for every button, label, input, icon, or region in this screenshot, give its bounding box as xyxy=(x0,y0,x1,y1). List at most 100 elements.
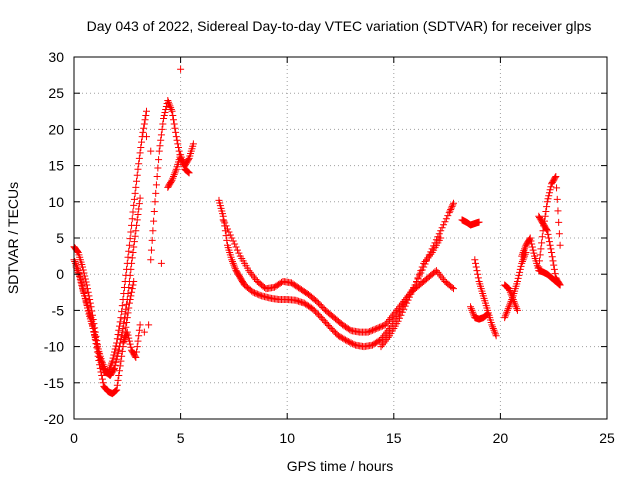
data-point-sat-d xyxy=(169,116,177,124)
y-tick-label: -20 xyxy=(44,411,64,427)
data-point-sat-d xyxy=(189,140,197,148)
data-point-sat-c xyxy=(128,259,136,267)
data-point-sat-d xyxy=(172,128,180,136)
data-point-sat-g xyxy=(444,212,452,220)
data-point-sat-i xyxy=(425,252,433,260)
data-point-sat-g xyxy=(343,337,351,345)
data-point-sat-b xyxy=(111,387,119,395)
data-point-sat-m xyxy=(519,256,527,264)
data-point-sat-c xyxy=(124,290,132,298)
data-point-sat-c xyxy=(98,357,106,365)
data-point-sat-h xyxy=(366,328,374,336)
data-point-sat-q xyxy=(556,281,564,289)
data-point-sat-d xyxy=(156,142,164,150)
data-point-sat-f xyxy=(120,335,128,343)
data-point-outliers xyxy=(145,321,153,329)
data-point-sat-h xyxy=(370,326,378,334)
data-point-sat-c xyxy=(81,292,89,300)
data-point-sat-h xyxy=(376,323,384,331)
data-point-sat-a xyxy=(128,215,136,223)
data-point-sat-h xyxy=(390,310,398,318)
data-point-sat-g xyxy=(332,329,340,337)
data-point-sat-p xyxy=(545,238,553,246)
data-point-sat-g xyxy=(251,289,259,297)
data-point-sat-c xyxy=(76,274,84,282)
data-point-sat-i xyxy=(404,296,412,304)
data-point-sat-i xyxy=(410,284,418,292)
data-point-sat-d xyxy=(175,147,183,155)
data-point-sat-q xyxy=(528,243,536,251)
data-point-sat-c xyxy=(112,358,120,366)
data-point-sat-c xyxy=(84,304,92,312)
data-point-sat-h xyxy=(431,268,439,276)
data-point-sat-k xyxy=(488,321,496,329)
data-point-sat-c xyxy=(131,232,139,240)
data-point-sat-g xyxy=(449,201,457,209)
data-point-sat-c xyxy=(126,271,134,279)
data-point-sat-g xyxy=(340,335,348,343)
data-point-sat-c xyxy=(113,352,121,360)
data-point-sat-b xyxy=(116,362,124,370)
data-point-sat-o xyxy=(536,251,544,259)
data-point-sat-i xyxy=(380,339,388,347)
data-point-sat-a xyxy=(125,247,133,255)
data-point-sat-c xyxy=(78,280,86,288)
data-point-sat-c xyxy=(100,363,108,371)
data-point-sat-a xyxy=(86,296,94,304)
data-point-sat-p xyxy=(544,230,552,238)
data-point-sat-a xyxy=(137,144,145,151)
data-point-sat-c xyxy=(125,277,133,285)
data-point-sat-g xyxy=(336,333,344,341)
data-points xyxy=(70,65,564,398)
y-axis-label: SDTVAR / TECUs xyxy=(5,182,21,294)
data-point-sat-o xyxy=(545,192,553,200)
data-point-sat-c xyxy=(79,283,87,291)
data-point-sat-d xyxy=(172,133,180,141)
data-point-sat-m xyxy=(501,312,509,320)
data-point-sat-k xyxy=(474,274,482,282)
data-point-sat-f xyxy=(135,326,143,334)
data-point-sat-q xyxy=(528,240,536,248)
data-point-sat-h xyxy=(434,268,442,276)
data-point-sat-m xyxy=(502,310,510,318)
data-point-sat-h xyxy=(225,228,233,236)
data-point-sat-b xyxy=(114,376,122,384)
y-tick-label: -10 xyxy=(44,339,64,355)
data-point-outliers xyxy=(157,259,165,267)
data-point-sat-h xyxy=(378,322,386,330)
data-point-sat-q xyxy=(529,246,537,254)
data-point-sat-g xyxy=(319,315,327,323)
data-point-sat-i xyxy=(424,254,432,262)
data-point-sat-p xyxy=(551,270,559,278)
data-point-sat-c xyxy=(123,296,131,304)
data-point-sat-q xyxy=(519,248,527,256)
data-point-sat-g xyxy=(324,321,332,329)
data-point-sat-a xyxy=(135,154,143,162)
data-point-sat-g xyxy=(326,323,334,331)
data-point-sat-f xyxy=(132,353,140,361)
data-point-sat-q xyxy=(520,247,528,255)
data-point-sat-g xyxy=(440,221,448,229)
data-point-sat-f xyxy=(126,340,134,348)
data-point-sat-q xyxy=(518,252,526,260)
data-point-sat-h xyxy=(395,303,403,311)
data-point-sat-h xyxy=(317,302,325,310)
data-point-sat-k xyxy=(491,328,499,336)
data-point-sat-n xyxy=(508,294,516,302)
data-point-sat-g xyxy=(330,327,338,335)
data-point-sat-i xyxy=(411,281,419,289)
data-point-sat-a xyxy=(74,248,82,256)
data-point-sat-b xyxy=(125,304,133,312)
data-point-sat-g xyxy=(449,199,457,207)
data-point-sat-c xyxy=(90,328,98,336)
y-tick-label: 0 xyxy=(56,266,64,282)
data-point-sat-c xyxy=(130,238,138,246)
data-point-sat-k xyxy=(492,332,500,340)
x-tick-label: 5 xyxy=(177,430,185,446)
data-point-sat-c xyxy=(129,248,137,256)
data-point-sat-b xyxy=(123,314,131,322)
data-point-sat-e xyxy=(172,167,180,175)
data-point-sat-h xyxy=(438,274,446,282)
data-point-sat-f xyxy=(133,348,141,356)
data-point-sat-h xyxy=(316,301,324,309)
